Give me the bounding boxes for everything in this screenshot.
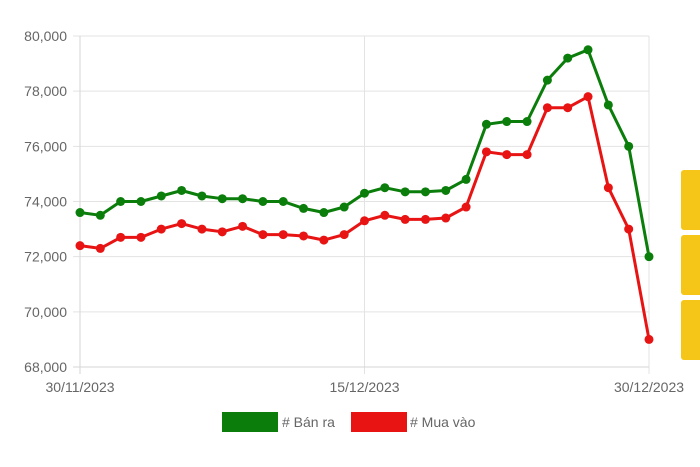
- data-point[interactable]: [319, 235, 329, 245]
- side-tab-2[interactable]: [681, 235, 700, 295]
- data-point[interactable]: [156, 191, 166, 201]
- data-point[interactable]: [238, 221, 248, 231]
- data-point[interactable]: [400, 214, 410, 224]
- data-point[interactable]: [542, 103, 552, 113]
- data-point[interactable]: [563, 53, 573, 63]
- legend-swatch: [351, 412, 407, 432]
- data-point[interactable]: [481, 147, 491, 157]
- legend-label: # Bán ra: [282, 414, 335, 430]
- legend-item-2[interactable]: # Mua vào: [351, 412, 476, 432]
- data-point[interactable]: [502, 150, 512, 160]
- x-tick-label: 30/11/2023: [45, 379, 114, 395]
- data-point[interactable]: [197, 191, 207, 201]
- legend-swatch: [222, 412, 278, 432]
- data-point[interactable]: [624, 141, 634, 151]
- data-point[interactable]: [75, 241, 85, 251]
- y-tick-label: 74,000: [24, 194, 67, 210]
- x-tick-label: 15/12/2023: [329, 379, 399, 395]
- data-point[interactable]: [522, 150, 532, 160]
- side-tab-3[interactable]: [681, 300, 700, 360]
- y-tick-label: 76,000: [24, 138, 67, 154]
- legend[interactable]: # Bán ra # Mua vào: [222, 412, 476, 432]
- data-point[interactable]: [461, 202, 471, 212]
- grid-lines: [73, 35, 650, 374]
- data-point[interactable]: [258, 230, 268, 240]
- legend-label: # Mua vào: [410, 414, 476, 430]
- data-point[interactable]: [197, 224, 207, 234]
- data-point[interactable]: [583, 92, 593, 102]
- legend-item-1[interactable]: # Bán ra: [222, 412, 335, 432]
- data-point[interactable]: [299, 231, 309, 241]
- data-point[interactable]: [603, 100, 613, 110]
- data-point[interactable]: [563, 103, 573, 113]
- data-point[interactable]: [95, 210, 105, 220]
- data-point[interactable]: [420, 187, 430, 197]
- series-1: [75, 45, 654, 262]
- data-point[interactable]: [360, 216, 369, 226]
- data-point[interactable]: [420, 214, 430, 224]
- data-point[interactable]: [217, 194, 227, 204]
- y-tick-label: 80,000: [24, 28, 67, 44]
- data-point[interactable]: [339, 202, 349, 212]
- data-point[interactable]: [522, 117, 532, 127]
- data-point[interactable]: [156, 224, 166, 234]
- data-point[interactable]: [360, 188, 369, 198]
- data-point[interactable]: [278, 230, 288, 240]
- data-point[interactable]: [461, 174, 471, 184]
- series-2: [75, 92, 654, 344]
- data-point[interactable]: [380, 210, 390, 220]
- x-axis-ticks: 30/11/2023 15/12/2023 30/12/2023: [45, 379, 684, 395]
- data-point[interactable]: [644, 334, 654, 344]
- data-point[interactable]: [502, 117, 512, 127]
- data-point[interactable]: [258, 197, 268, 206]
- side-tab-1[interactable]: [681, 170, 700, 230]
- data-point[interactable]: [238, 194, 248, 204]
- y-tick-label: 78,000: [24, 83, 67, 99]
- data-point[interactable]: [339, 230, 349, 240]
- data-point[interactable]: [177, 219, 187, 229]
- data-point[interactable]: [217, 227, 227, 237]
- data-point[interactable]: [299, 203, 309, 213]
- data-point[interactable]: [441, 185, 451, 195]
- data-point[interactable]: [441, 213, 451, 223]
- data-point[interactable]: [603, 183, 613, 193]
- data-point[interactable]: [278, 197, 288, 206]
- x-tick-label: 30/12/2023: [614, 379, 684, 395]
- data-point[interactable]: [177, 185, 187, 195]
- y-tick-label: 68,000: [24, 359, 67, 375]
- data-point[interactable]: [75, 208, 85, 218]
- data-point[interactable]: [400, 187, 410, 197]
- data-point[interactable]: [116, 232, 126, 242]
- data-point[interactable]: [644, 252, 654, 262]
- data-point[interactable]: [583, 45, 593, 55]
- data-point[interactable]: [481, 119, 491, 129]
- data-point[interactable]: [136, 197, 146, 206]
- series-layer: [75, 45, 654, 344]
- data-point[interactable]: [319, 208, 329, 218]
- y-tick-label: 72,000: [24, 249, 67, 265]
- data-point[interactable]: [542, 75, 552, 85]
- data-point[interactable]: [136, 232, 146, 242]
- y-axis-ticks: 68,000 70,000 72,000 74,000 76,000 78,000 80,0…: [24, 28, 67, 375]
- data-point[interactable]: [95, 243, 105, 253]
- data-point[interactable]: [380, 183, 390, 193]
- y-tick-label: 70,000: [24, 304, 67, 320]
- data-point[interactable]: [116, 197, 126, 206]
- data-point[interactable]: [624, 224, 634, 234]
